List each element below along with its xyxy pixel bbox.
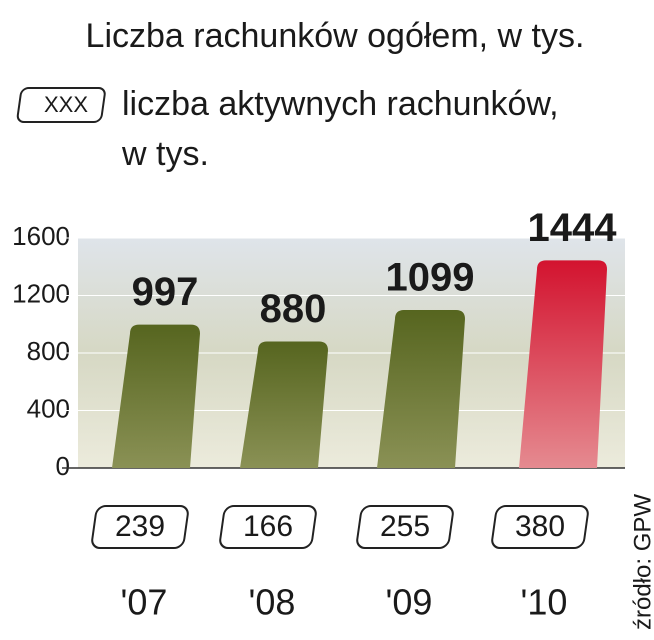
y-tick-label: 0 xyxy=(56,451,70,481)
bar xyxy=(519,260,607,468)
y-tick-label: 400 xyxy=(27,393,70,423)
chart-title: Liczba rachunków ogółem, w tys. xyxy=(86,17,585,55)
active-value: 380 xyxy=(515,510,565,543)
x-tick-label: '10 xyxy=(521,582,568,623)
y-tick-label: 1200 xyxy=(12,278,70,308)
active-box xyxy=(356,505,454,549)
active-box xyxy=(91,505,189,549)
active-value: 255 xyxy=(380,510,430,543)
legend-box xyxy=(16,87,106,123)
legend-sample: XXX xyxy=(44,92,88,117)
value-label: 880 xyxy=(260,287,327,331)
x-tick-label: '08 xyxy=(249,582,296,623)
active-box xyxy=(491,505,589,549)
x-tick-label: '09 xyxy=(386,582,433,623)
value-label: 1444 xyxy=(528,206,618,250)
bar xyxy=(112,324,200,468)
active-value: 239 xyxy=(115,510,165,543)
value-label: 1099 xyxy=(386,256,475,300)
bar xyxy=(377,310,465,468)
active-box xyxy=(219,505,317,549)
y-tick-label: 1600 xyxy=(12,221,70,251)
value-label: 997 xyxy=(132,270,199,314)
x-tick-label: '07 xyxy=(121,582,168,623)
y-tick-label: 800 xyxy=(27,336,70,366)
active-value: 166 xyxy=(243,510,293,543)
bar xyxy=(240,341,328,468)
legend-label: liczba aktywnych rachunków, xyxy=(122,85,559,123)
legend-label: w tys. xyxy=(121,135,209,173)
source: źródło: GPW xyxy=(629,494,654,630)
